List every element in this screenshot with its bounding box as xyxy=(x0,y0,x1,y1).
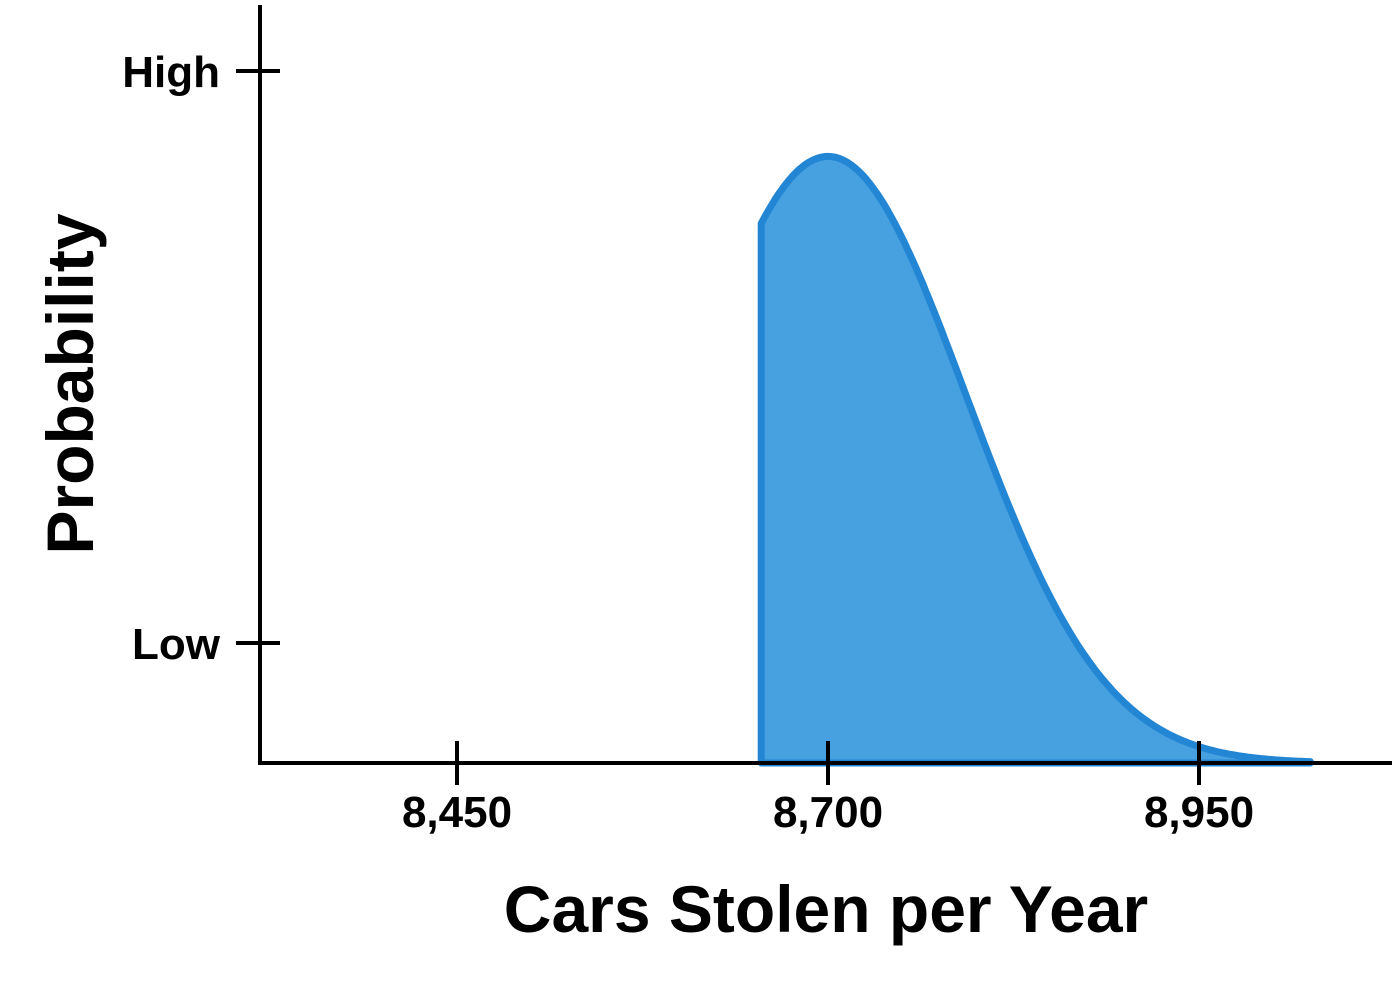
y-ticks: Low High xyxy=(122,48,280,669)
y-tick-label: Low xyxy=(132,620,221,669)
curve-layer xyxy=(757,152,1314,767)
x-tick-label: 8,450 xyxy=(402,788,512,837)
x-ticks: 8,450 8,700 8,950 xyxy=(402,741,1254,837)
x-axis-title: Cars Stolen per Year xyxy=(504,872,1148,946)
y-tick-label: High xyxy=(122,48,220,97)
x-tick-label: 8,700 xyxy=(773,788,883,837)
distribution-curve-area xyxy=(757,152,1314,767)
x-tick-label: 8,950 xyxy=(1144,788,1254,837)
y-axis-title: Probability xyxy=(33,213,107,554)
